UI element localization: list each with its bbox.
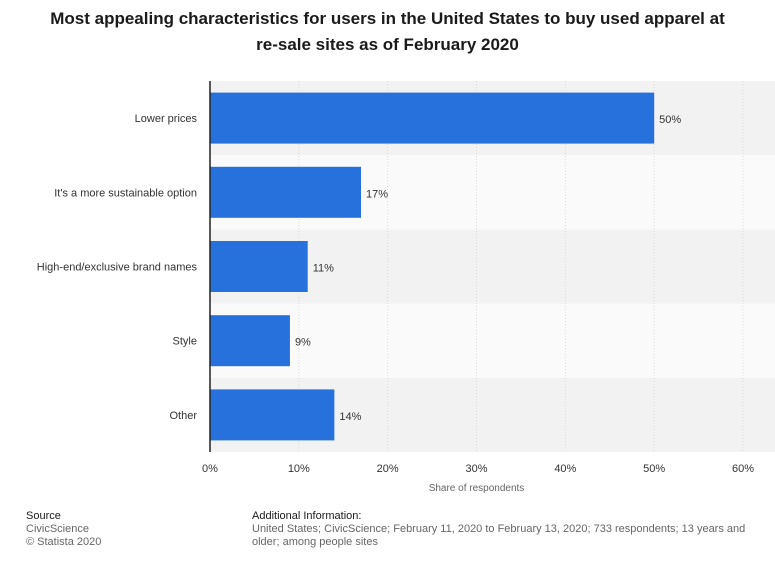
bar: [210, 389, 335, 441]
chart-title-line-1: Most appealing characteristics for users…: [50, 9, 725, 28]
source-name: CivicScience: [26, 523, 89, 535]
chart-title-line-2: re-sale sites as of February 2020: [256, 35, 519, 54]
category-label: Style: [173, 336, 197, 348]
x-tick-label: 40%: [554, 463, 576, 475]
bar-chart: 50% Lower prices 17% It's a more sustainabl…: [37, 81, 775, 494]
copyright: © Statista 2020: [26, 536, 102, 548]
x-tick-label: 50%: [643, 463, 665, 475]
x-tick-label: 30%: [465, 463, 487, 475]
bar-value-label: 11%: [313, 263, 334, 275]
x-tick-label: 20%: [377, 463, 399, 475]
bar-value-label: 17%: [366, 188, 388, 200]
category-label: It's a more sustainable option: [54, 187, 197, 199]
additional-info-block: Additional Information: United States; C…: [252, 510, 775, 549]
additional-info-text: United States; CivicScience; February 11…: [252, 523, 746, 548]
source-block: Source CivicScience © Statista 2020: [26, 510, 101, 549]
additional-info-heading: Additional Information:: [252, 510, 362, 522]
bar-value-label: 9%: [295, 337, 311, 349]
category-label: High-end/exclusive brand names: [37, 262, 198, 274]
bar: [210, 315, 290, 367]
bar: [210, 241, 308, 292]
x-tick-label: 10%: [288, 463, 310, 475]
chart-title: Most appealing characteristics for users…: [40, 6, 735, 58]
bar: [210, 92, 655, 144]
x-axis-title: Share of respondents: [429, 483, 525, 494]
x-tick-label: 60%: [732, 463, 754, 475]
category-label: Lower prices: [135, 113, 198, 125]
bar-value-label: 50%: [659, 114, 681, 126]
bar-value-label: 14%: [339, 411, 361, 423]
bar: [210, 166, 362, 218]
source-heading: Source: [26, 510, 61, 522]
row-band: [210, 303, 775, 378]
x-tick-label: 0%: [202, 463, 218, 475]
category-label: Other: [169, 410, 197, 422]
